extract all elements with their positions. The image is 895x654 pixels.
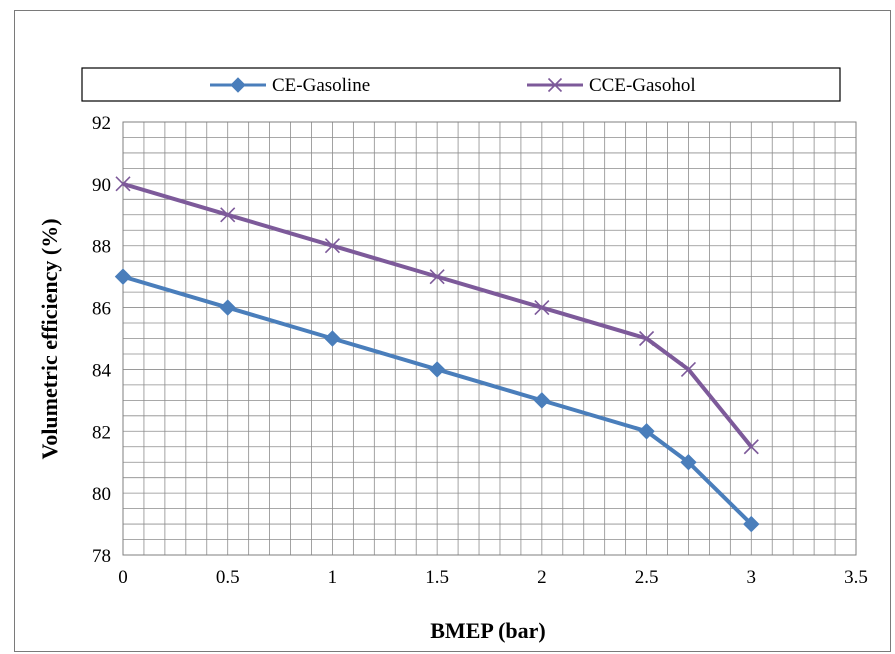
y-axis-title: Volumetric efficiency (%): [37, 218, 62, 459]
data-point-series-0: [743, 515, 760, 533]
legend: CE-Gasoline CCE-Gasohol: [81, 67, 841, 102]
x-tick-label: 2.5: [635, 567, 659, 588]
x-tick-label: 0: [118, 567, 128, 588]
x-tick-label: 3.5: [844, 567, 868, 588]
data-point-series-1: [743, 439, 759, 455]
axis-ticks: 0 0.5 1 1.5 2 2.5 3 3.5 78 80 82 84 86 88 90 92: [92, 113, 868, 588]
data-point-series-0: [533, 392, 551, 409]
series-line-1: [122, 181, 753, 449]
data-point-series-1: [220, 207, 236, 223]
grid: [123, 122, 856, 555]
data-point-series-1: [534, 300, 550, 316]
data-point-series-0: [428, 361, 446, 378]
data-point-series-1: [115, 176, 131, 192]
plot-area-border: [122, 121, 857, 556]
data-point-series-0: [219, 299, 236, 316]
x-tick-label: 0.5: [216, 567, 240, 588]
data-point-series-0: [114, 268, 132, 285]
y-tick-label: 86: [92, 299, 111, 320]
legend-label-series-0: CE-Gasoline: [272, 75, 370, 96]
x-tick-label: 2: [537, 567, 547, 588]
chart-frame: [14, 10, 891, 652]
legend-marker-series-0: [230, 77, 246, 93]
y-tick-label: 78: [92, 546, 111, 567]
legend-box: [81, 67, 841, 102]
y-tick-label: 82: [92, 422, 111, 443]
legend-label-series-1: CCE-Gasohol: [589, 75, 696, 96]
data-point-series-0: [680, 454, 697, 471]
legend-marker-series-1: [547, 77, 563, 93]
x-tick-label: 1.5: [425, 567, 449, 588]
y-tick-label: 90: [92, 175, 111, 196]
x-tick-label: 1: [328, 567, 338, 588]
x-tick-label: 3: [747, 567, 757, 588]
y-tick-label: 84: [92, 360, 112, 381]
y-tick-label: 80: [92, 484, 111, 505]
data-point-series-1: [429, 269, 445, 285]
y-tick-label: 88: [92, 237, 111, 258]
data-point-series-1: [639, 330, 655, 347]
y-tick-label: 92: [92, 113, 111, 134]
data-point-series-1: [324, 238, 340, 254]
data-point-series-0: [638, 423, 655, 440]
x-axis-title: BMEP (bar): [430, 618, 546, 643]
data-point-series-0: [324, 330, 341, 347]
series-line-0: [122, 274, 753, 526]
data-point-series-1: [680, 361, 697, 377]
series: [114, 176, 760, 533]
